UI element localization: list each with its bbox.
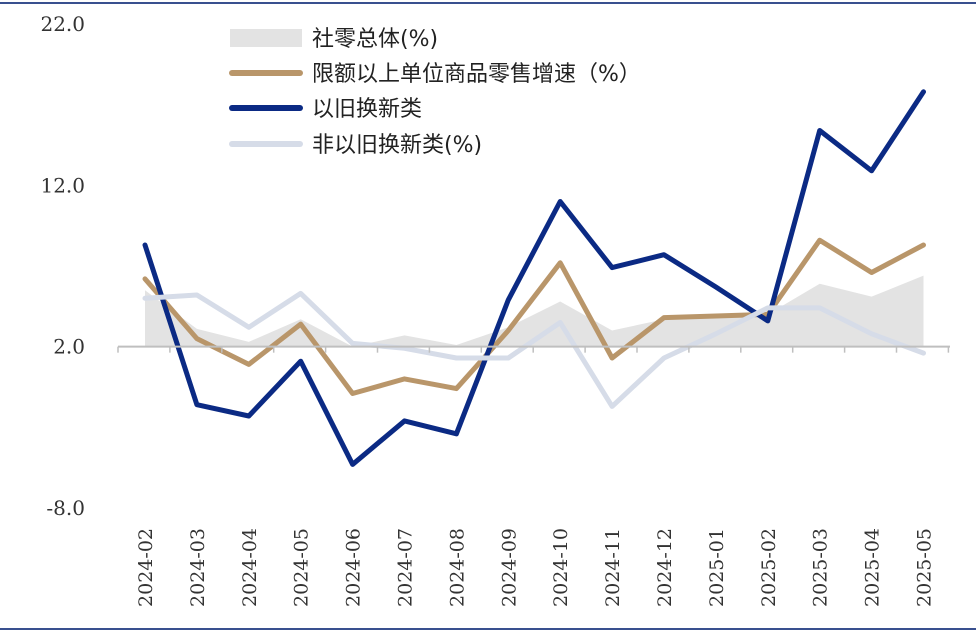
x-tick-label: 2025-01 (706, 528, 728, 607)
x-tick-label: 2024-08 (446, 528, 468, 607)
legend-label-1: 限额以上单位商品零售增速（%） (312, 62, 641, 87)
x-tick-label: 2024-06 (343, 528, 365, 607)
y-tick-label: 12.0 (40, 173, 85, 197)
legend-label-3: 非以旧换新类(%) (312, 133, 482, 158)
y-tick-label: 22.0 (40, 12, 85, 36)
y-tick-label: 2.0 (53, 335, 85, 359)
x-tick-label: 2024-07 (395, 528, 417, 607)
x-tick-label: 2025-03 (810, 528, 832, 607)
x-tick-label: 2025-04 (862, 528, 884, 607)
series-line-2 (142, 89, 926, 467)
plot-area (142, 89, 926, 467)
x-tick-label: 2024-04 (239, 528, 261, 607)
axes: 22.0 12.0 2.0 -8.0 2024-02 2024-03 2024-04 2024… (40, 12, 950, 607)
series-line-1 (142, 237, 926, 396)
x-tick-label: 2024-11 (602, 528, 624, 607)
legend-label-2: 以旧换新类 (312, 97, 422, 122)
x-tick-label: 2024-09 (498, 528, 520, 607)
x-tick-label: 2024-03 (187, 528, 209, 607)
legend-label-0: 社零总体(%) (312, 27, 438, 52)
series-line-3 (142, 290, 926, 409)
x-tick-label: 2025-05 (914, 528, 936, 607)
x-tick-label: 2024-02 (135, 528, 157, 607)
x-tick-label: 2024-10 (550, 528, 572, 607)
y-tick-label: -8.0 (46, 496, 85, 520)
x-tick-label: 2025-02 (758, 528, 780, 607)
x-tick-label: 2024-12 (654, 528, 676, 607)
legend-swatch-0 (230, 29, 302, 47)
x-tick-label: 2024-05 (291, 528, 313, 607)
